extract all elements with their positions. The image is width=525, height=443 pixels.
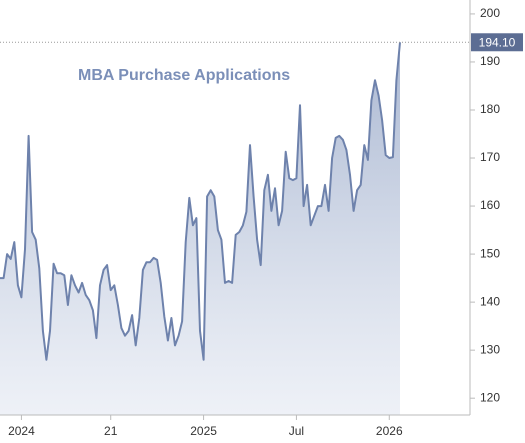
y-tick-label: 120 <box>480 390 500 404</box>
area-fill <box>0 42 400 416</box>
y-tick-label: 140 <box>480 294 500 308</box>
x-tick-label: Jul <box>289 424 304 438</box>
x-tick-label: 2026 <box>376 424 403 438</box>
x-tick-label: 2025 <box>190 424 217 438</box>
last-value-label: 194.10 <box>479 35 516 49</box>
y-tick-label: 170 <box>480 150 500 164</box>
y-tick-label: 200 <box>480 6 500 20</box>
y-tick-label: 180 <box>480 102 500 116</box>
last-value-box <box>471 33 523 52</box>
x-tick-label: 2024 <box>8 424 35 438</box>
y-tick-label: 150 <box>480 246 500 260</box>
y-tick-label: 130 <box>480 342 500 356</box>
y-tick-label: 190 <box>480 54 500 68</box>
x-tick-label: 21 <box>104 424 118 438</box>
chart-title: MBA Purchase Applications <box>78 67 290 84</box>
y-tick-label: 160 <box>480 198 500 212</box>
line <box>0 42 401 361</box>
